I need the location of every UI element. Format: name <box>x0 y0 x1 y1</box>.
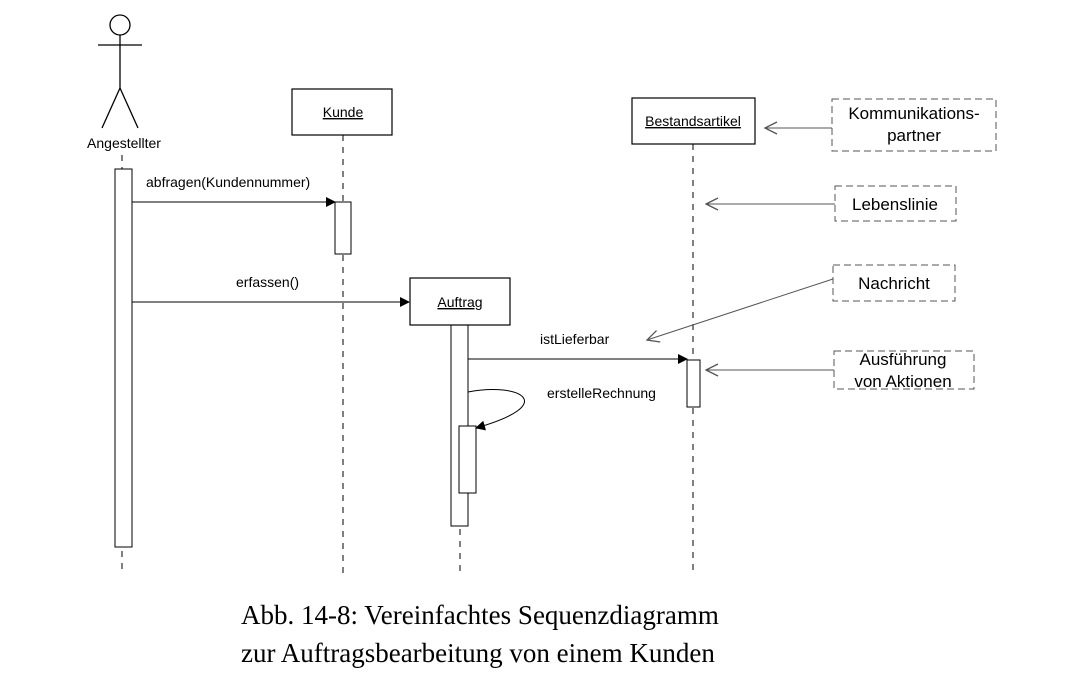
message-arrow-erstellerechnung <box>467 389 525 431</box>
annotation-text-lebenslinie: Lebenslinie <box>852 195 938 214</box>
activation-bar-kunde <box>334 201 352 255</box>
actor-head <box>109 14 131 36</box>
figure-caption: Abb. 14-8: Vereinfachtes Sequenzdiagramm… <box>241 596 719 672</box>
message-label-abfragen: abfragen(Kundennummer) <box>146 174 310 190</box>
object-label-kunde: Kunde <box>323 104 364 120</box>
annotation-text-kommunikationspartner-2: partner <box>887 126 941 145</box>
message-label-istlieferbar: istLieferbar <box>540 331 610 347</box>
actor-stick-figure <box>98 14 142 129</box>
sequence-diagram: Angestellter Kunde Bestandsartikel Auftr… <box>87 14 997 575</box>
caption-line-1: Abb. 14-8: Vereinfachtes Sequenzdiagramm <box>241 600 719 630</box>
annotation-box-kommunikationspartner <box>831 98 997 152</box>
annotation-text-ausfuehrung-2: von Aktionen <box>854 372 951 391</box>
object-box-bestandsartikel <box>631 97 756 145</box>
annotation-box-nachricht <box>832 264 956 302</box>
annotation-text-nachricht: Nachricht <box>858 274 930 293</box>
object-box-kunde <box>291 88 393 136</box>
annotation-text-kommunikationspartner-1: Kommunikations- <box>848 104 979 123</box>
annotation-arrow-nachricht <box>647 278 834 340</box>
object-label-auftrag: Auftrag <box>437 294 482 310</box>
message-label-erfassen: erfassen() <box>236 274 299 290</box>
actor-activation-bar <box>114 168 133 548</box>
message-label-erstellerechnung: erstelleRechnung <box>547 385 656 401</box>
actor-label: Angestellter <box>87 135 161 151</box>
actor-leg-left <box>101 87 121 129</box>
annotation-box-lebenslinie <box>834 185 957 222</box>
object-label-bestandsartikel: Bestandsartikel <box>645 113 741 129</box>
caption-line-2: zur Auftragsbearbeitung von einem Kunden <box>241 638 715 668</box>
activation-bar-bestandsartikel <box>686 359 701 408</box>
actor-leg-right <box>119 87 139 129</box>
annotation-text-ausfuehrung-1: Ausführung <box>860 350 947 369</box>
activation-bar-auftrag-nested <box>458 425 477 494</box>
object-box-auftrag <box>409 277 511 326</box>
